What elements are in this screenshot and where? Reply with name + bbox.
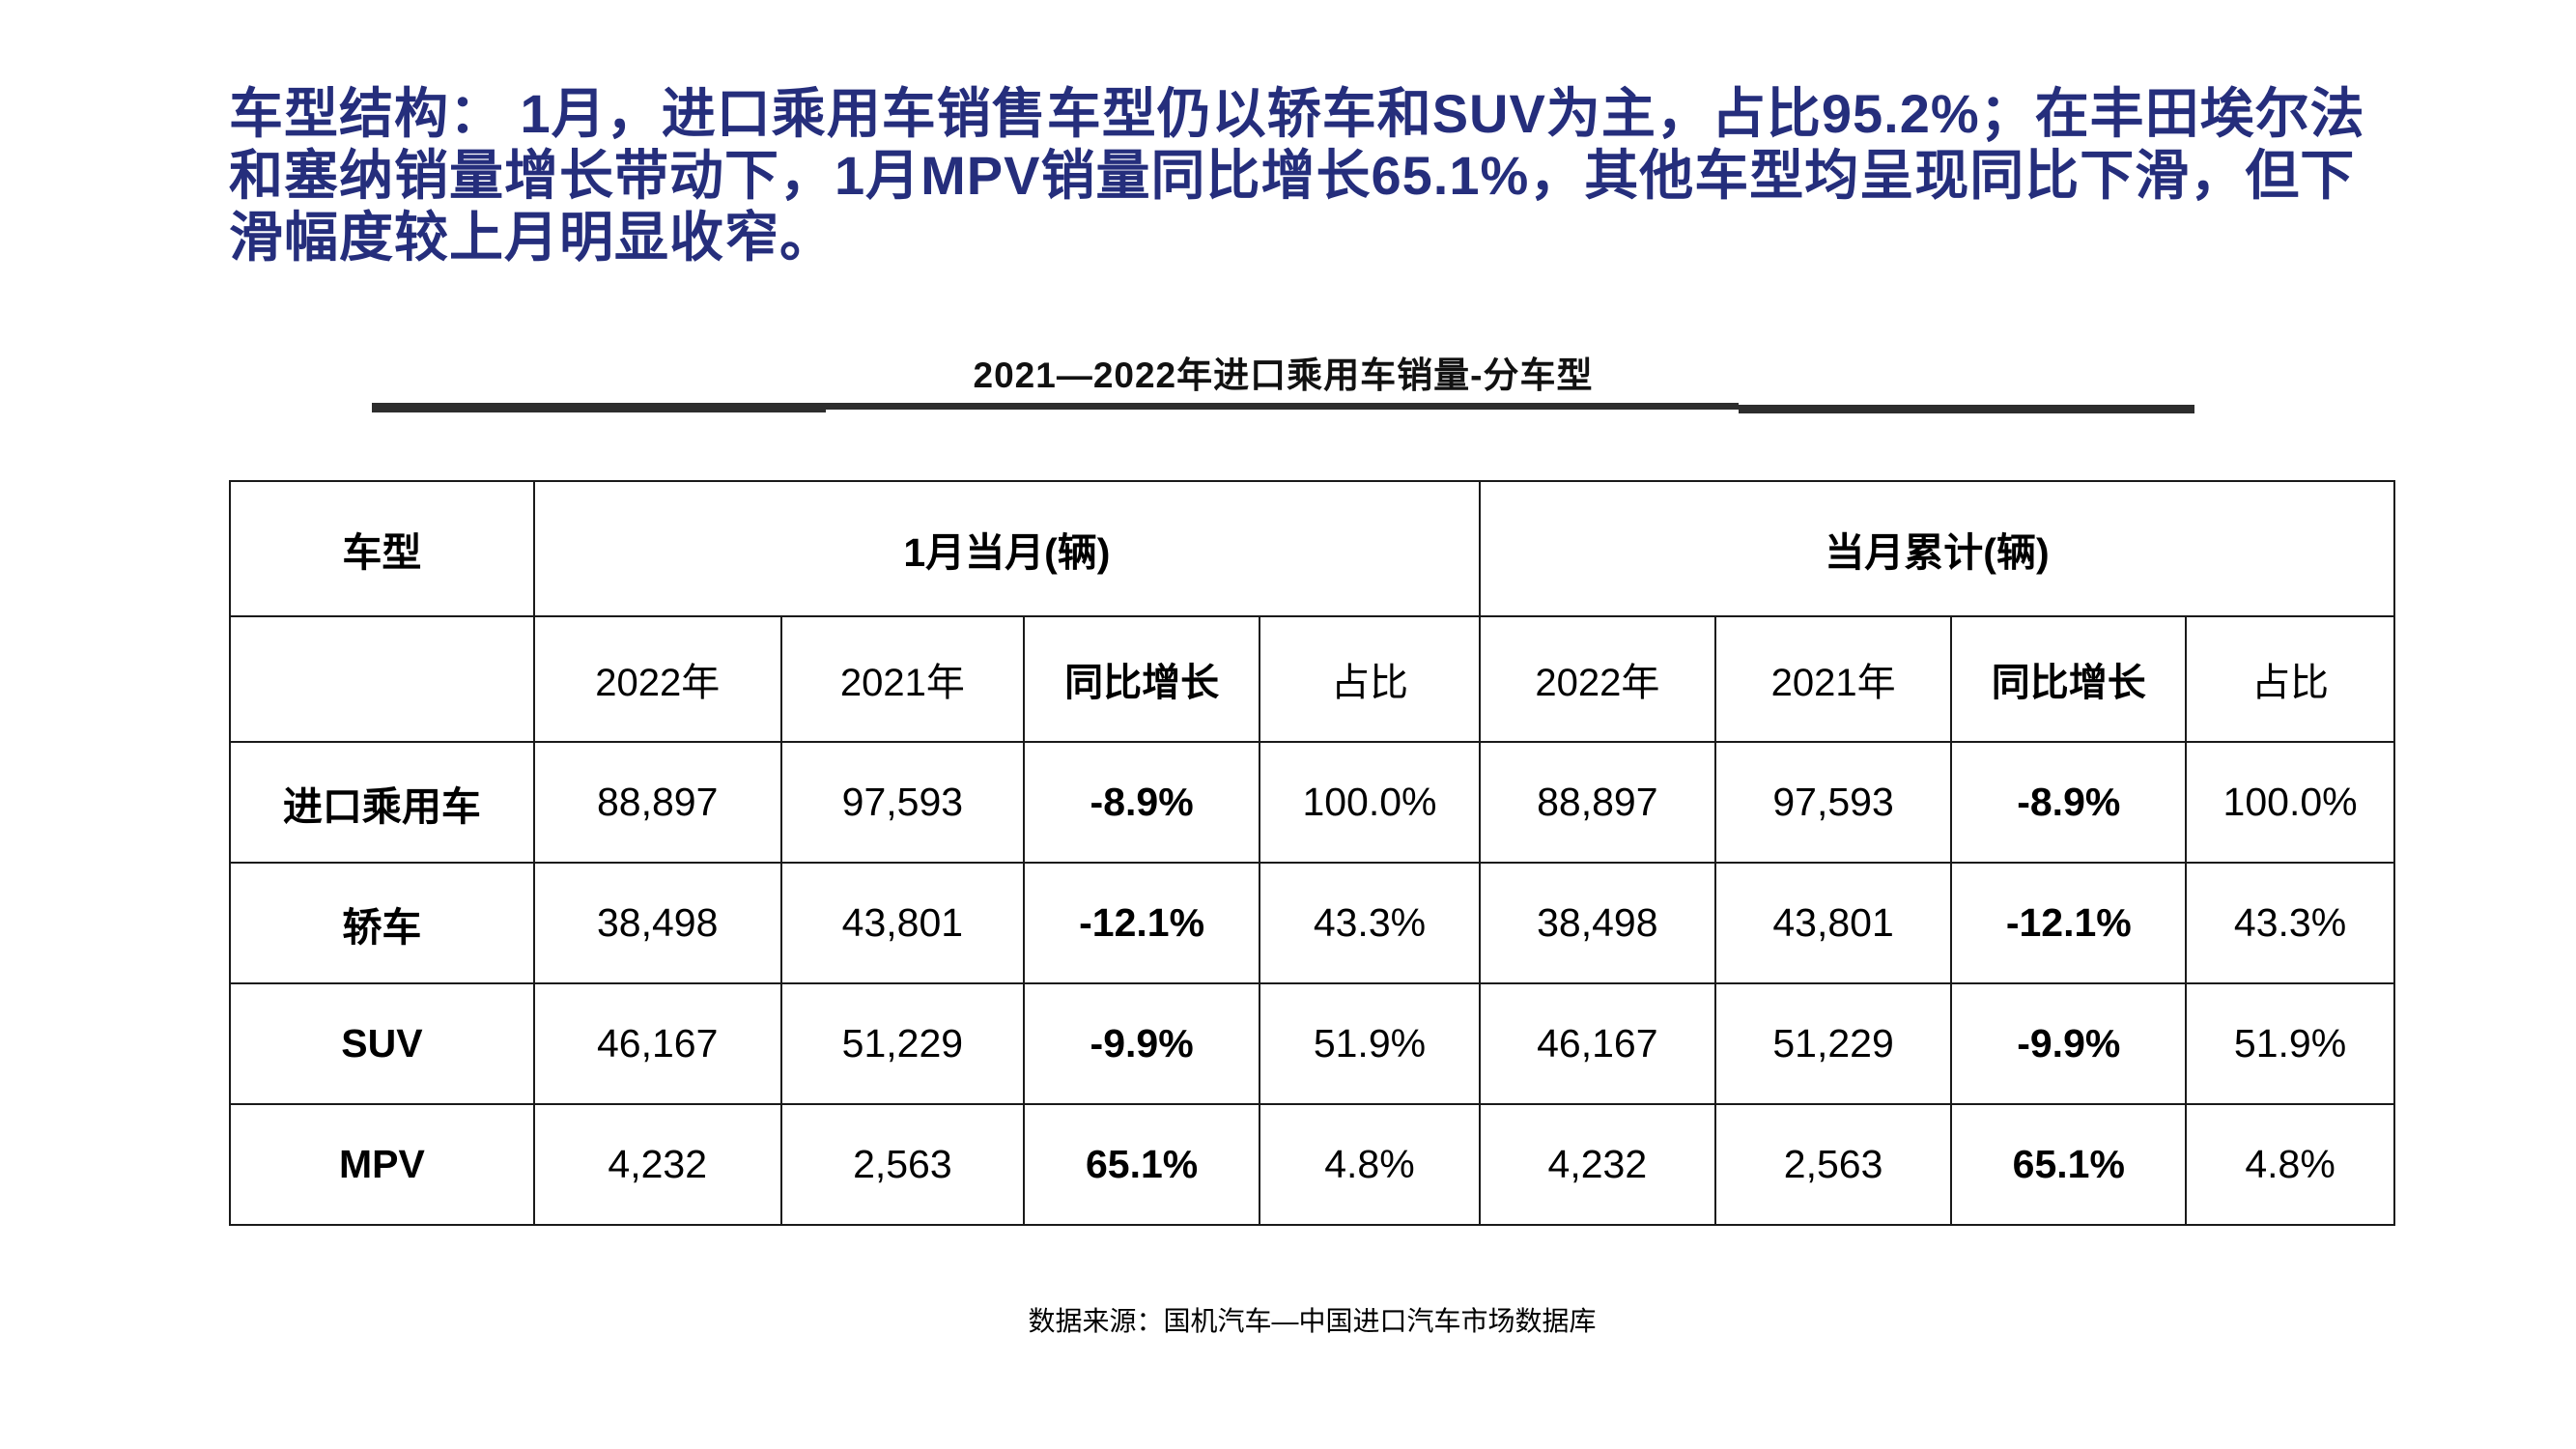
table-cell: 43,801 [779, 862, 1026, 984]
table-cell: 2,563 [779, 1103, 1026, 1226]
table-cell-yoy: -8.9% [1023, 741, 1261, 864]
sales-by-vehicle-type-table: 车型 1月当月(辆) 当月累计(辆) 2022年 2021年 同比增长 占比 2… [229, 480, 2396, 1226]
data-source-note: 数据来源：国机汽车—中国进口汽车市场数据库 [1028, 1306, 1597, 1336]
header-vehicle-type: 车型 [229, 480, 535, 617]
underline-segment-left [372, 403, 826, 412]
table-cell: 43.3% [2185, 862, 2395, 984]
table-cell-yoy: -8.9% [1950, 741, 2188, 864]
table-row-suv: SUV 46,167 51,229 -9.9% 51.9% 46,167 51,… [229, 982, 2395, 1105]
table-cell: 4.8% [1259, 1103, 1481, 1226]
table-cell: 88,897 [1478, 741, 1716, 864]
table-row-sedan: 轿车 38,498 43,801 -12.1% 43.3% 38,498 43,… [229, 862, 2395, 984]
underline-segment-middle [826, 403, 1739, 410]
subheader-cum-share: 占比 [2185, 615, 2395, 743]
table-cell: 4,232 [532, 1103, 782, 1226]
table-cell-yoy: -9.9% [1023, 982, 1261, 1105]
section-heading: 车型结构： 1月，进口乘用车销售车型仍以轿车和SUV为主，占比95.2%；在丰田… [229, 83, 2365, 268]
table-cell: 43,801 [1713, 862, 1953, 984]
subheader-month-2021: 2021年 [779, 615, 1026, 743]
table-cell: 100.0% [1259, 741, 1481, 864]
table-cell: 4,232 [1478, 1103, 1716, 1226]
table-row-mpv: MPV 4,232 2,563 65.1% 4.8% 4,232 2,563 6… [229, 1103, 2395, 1226]
table-cell-yoy: -9.9% [1950, 982, 2188, 1105]
subheader-empty [229, 615, 535, 743]
table-cell: 46,167 [1478, 982, 1716, 1105]
table-cell-yoy: 65.1% [1950, 1103, 2188, 1226]
table-cell: 4.8% [2185, 1103, 2395, 1226]
row-label: 进口乘用车 [229, 741, 535, 864]
title-underline [372, 403, 2194, 415]
table-cell: 46,167 [532, 982, 782, 1105]
table-cell: 51,229 [779, 982, 1026, 1105]
header-cumulative-group: 当月累计(辆) [1478, 480, 2396, 617]
table-cell-yoy: -12.1% [1950, 862, 2188, 984]
subheader-month-yoy: 同比增长 [1023, 615, 1261, 743]
table-cell: 2,563 [1713, 1103, 1953, 1226]
row-label: 轿车 [229, 862, 535, 984]
subheader-month-2022: 2022年 [532, 615, 782, 743]
table-cell: 38,498 [1478, 862, 1716, 984]
table-row-imported-passenger-cars: 进口乘用车 88,897 97,593 -8.9% 100.0% 88,897 … [229, 741, 2395, 864]
table-cell: 51.9% [2185, 982, 2395, 1105]
subheader-cum-yoy: 同比增长 [1950, 615, 2188, 743]
row-label: SUV [229, 982, 535, 1105]
table-cell: 97,593 [779, 741, 1026, 864]
table-cell: 51.9% [1259, 982, 1481, 1105]
table-group-header-row: 车型 1月当月(辆) 当月累计(辆) [229, 480, 2396, 617]
table-cell: 88,897 [532, 741, 782, 864]
table-cell: 100.0% [2185, 741, 2395, 864]
subheader-month-share: 占比 [1259, 615, 1481, 743]
underline-segment-right [1739, 405, 2194, 413]
row-label: MPV [229, 1103, 535, 1226]
table-cell-yoy: -12.1% [1023, 862, 1261, 984]
table-cell-yoy: 65.1% [1023, 1103, 1261, 1226]
table-cell: 97,593 [1713, 741, 1953, 864]
table-cell: 51,229 [1713, 982, 1953, 1105]
table-cell: 38,498 [532, 862, 782, 984]
subheader-cum-2021: 2021年 [1713, 615, 1953, 743]
table-title: 2021—2022年进口乘用车销量-分车型 [973, 355, 1594, 395]
table-cell: 43.3% [1259, 862, 1481, 984]
table-sub-header-row: 2022年 2021年 同比增长 占比 2022年 2021年 同比增长 占比 [229, 615, 2395, 743]
subheader-cum-2022: 2022年 [1478, 615, 1716, 743]
header-month-group: 1月当月(辆) [532, 480, 1481, 617]
